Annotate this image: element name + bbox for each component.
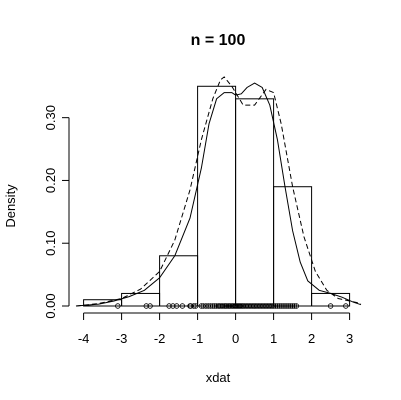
rug-point (115, 303, 121, 309)
rug-point (280, 303, 286, 309)
rug-point (274, 303, 281, 309)
rug-point (293, 303, 300, 309)
rug-point (192, 303, 199, 309)
rug-point (179, 303, 186, 309)
histogram-bar (197, 85, 237, 307)
rug-point (272, 303, 279, 309)
rug-point (288, 303, 294, 309)
histogram-bar (273, 186, 313, 307)
rug-point (286, 303, 292, 309)
rug-point (218, 303, 224, 309)
rug-point (270, 303, 277, 309)
density-curve-solid (75, 82, 362, 307)
y-tick-label: 0.30 (43, 105, 58, 130)
rug-point (173, 303, 180, 309)
rug-point (170, 303, 176, 309)
rug-point (282, 303, 288, 309)
x-tick-label: 0 (232, 331, 239, 346)
rug-point (276, 303, 282, 309)
rug-point (191, 303, 197, 309)
x-tick-label: 1 (270, 331, 277, 346)
rug-points (115, 303, 349, 309)
x-tick-label: 2 (308, 331, 315, 346)
rug-point (210, 303, 216, 309)
histogram-bar (235, 98, 275, 307)
rug-point (166, 303, 172, 309)
rug-point (327, 303, 334, 309)
histogram-bar (159, 255, 199, 307)
rug-point (147, 303, 153, 309)
x-tick-label: -4 (78, 331, 90, 346)
rug-point (269, 303, 275, 309)
rug-point (278, 303, 284, 309)
rug-point (343, 303, 349, 309)
histogram-bars (83, 85, 351, 307)
rug-point (223, 303, 230, 309)
x-tick-label: -2 (154, 331, 166, 346)
x-tick-label: -1 (192, 331, 204, 346)
rug-point (207, 303, 214, 309)
y-tick-label: 0.20 (43, 168, 58, 193)
x-axis: -4 -3 -2 -1 0 1 2 3 (78, 312, 353, 346)
x-tick-label: -3 (116, 331, 128, 346)
density-curves (75, 76, 362, 307)
y-tick-label: 0.10 (43, 231, 58, 256)
rug-point (219, 303, 226, 309)
y-tick-label: 0.00 (43, 293, 58, 318)
rug-point (143, 303, 149, 309)
x-tick-label: 3 (346, 331, 353, 346)
x-axis-label: xdat (206, 370, 231, 385)
y-axis: 0.00 0.10 0.20 0.30 (43, 105, 70, 319)
y-axis-label: Density (3, 184, 18, 228)
chart-title: n = 100 (191, 32, 246, 49)
rug-point (289, 303, 296, 309)
rug-point (291, 303, 298, 309)
rug-point (284, 303, 290, 309)
density-curve-dashed (75, 76, 362, 307)
